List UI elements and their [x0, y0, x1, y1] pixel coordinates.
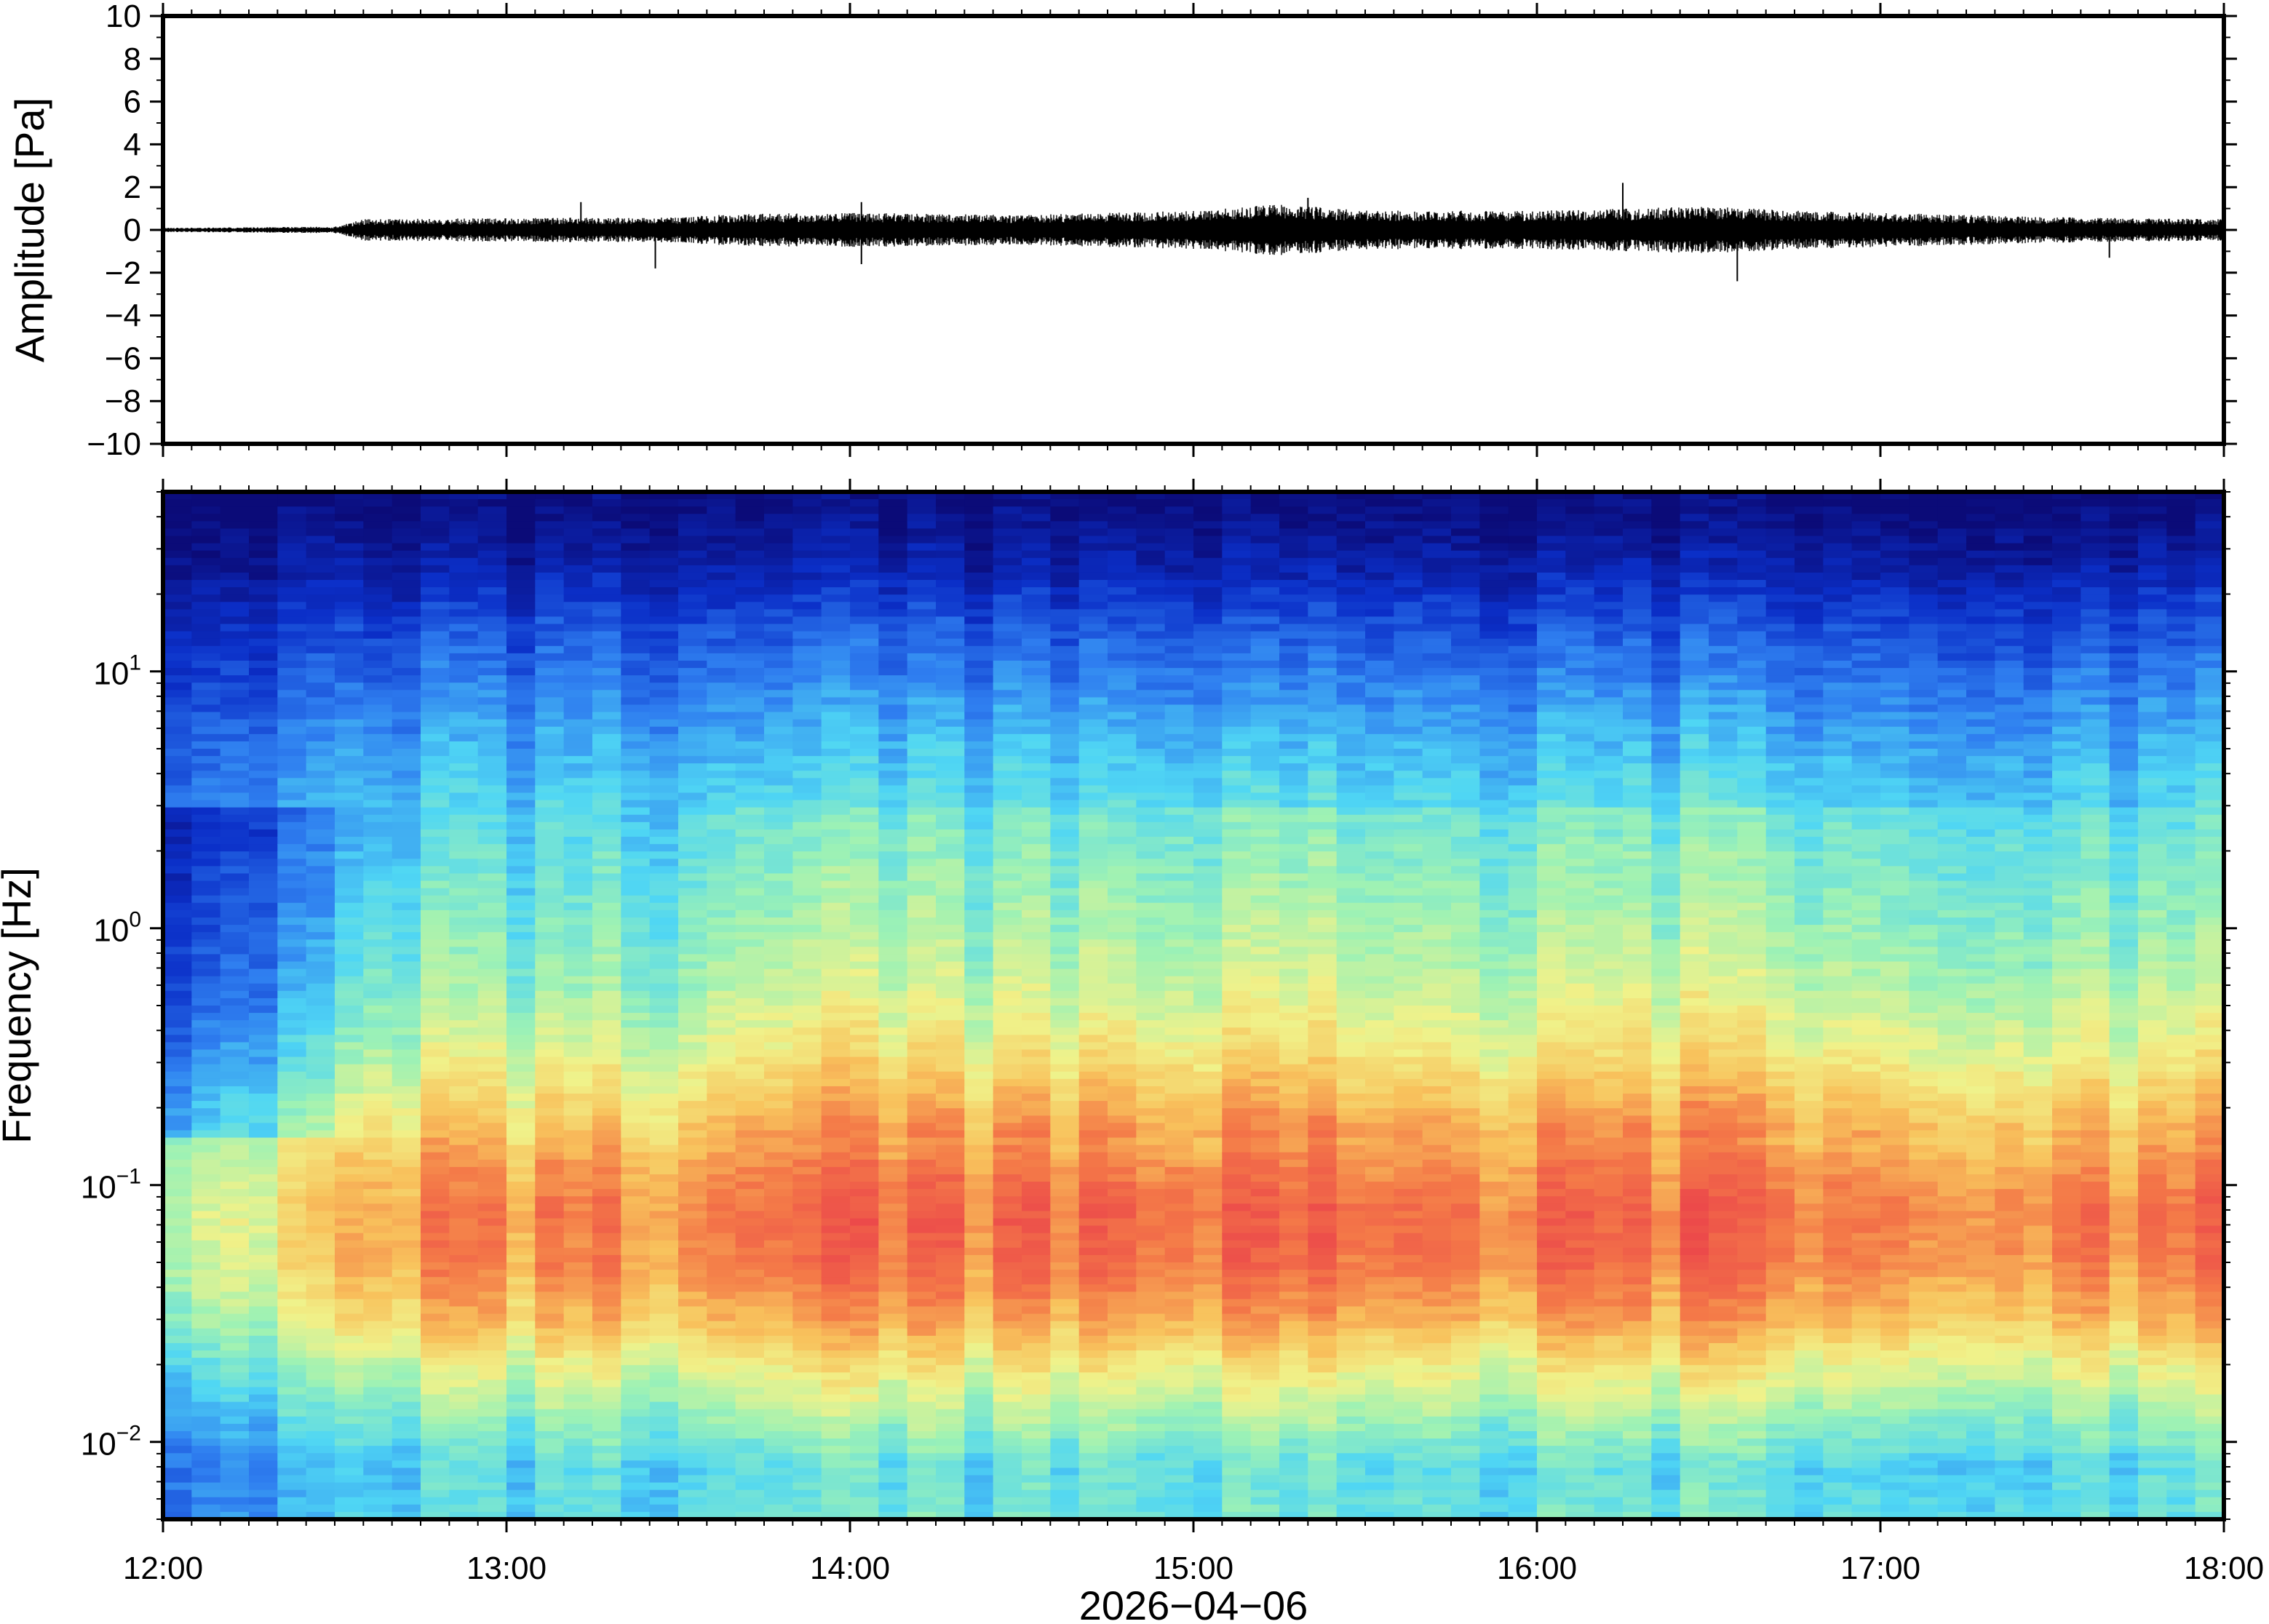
amplitude-tick-label: −2 — [105, 255, 141, 291]
frequency-tick-label: 100 — [93, 908, 141, 949]
amplitude-axis-label: Amplitude [Pa] — [7, 97, 52, 362]
frequency-tick-base: 10 — [81, 1170, 116, 1206]
date-axis-label: 2026−04−06 — [1079, 1583, 1308, 1624]
time-tick-label: 12:00 — [123, 1551, 203, 1586]
amplitude-tick-label: −10 — [87, 426, 141, 462]
spectrogram-heatmap — [163, 492, 2224, 1519]
amplitude-tick-label: 8 — [124, 41, 141, 77]
frequency-tick-label: 10−1 — [81, 1165, 141, 1206]
frequency-tick-exponent: −2 — [116, 1422, 141, 1446]
amplitude-tick-label: 2 — [124, 170, 141, 205]
frequency-tick-label: 10−2 — [81, 1422, 141, 1462]
amplitude-tick-label: −8 — [105, 383, 141, 419]
amplitude-tick-label: −4 — [105, 298, 141, 334]
frequency-tick-label: 101 — [93, 651, 141, 692]
frequency-tick-exponent: 0 — [129, 908, 141, 932]
time-tick-label: 13:00 — [466, 1551, 547, 1586]
spectrogram-panel: 12:00 13:00 14:00 15:00 16:00 17:00 18:0010110… — [0, 479, 2264, 1624]
frequency-tick-base: 10 — [93, 656, 129, 692]
frequency-tick-base: 10 — [93, 913, 129, 949]
amplitude-tick-label: 4 — [124, 127, 141, 162]
amplitude-tick-label: 6 — [124, 84, 141, 120]
time-tick-label: 16:00 — [1497, 1551, 1577, 1586]
frequency-tick-exponent: −1 — [116, 1165, 141, 1189]
amplitude-tick-label: −6 — [105, 341, 141, 376]
amplitude-tick-label: 10 — [106, 0, 141, 34]
time-tick-label: 18:00 — [2184, 1551, 2264, 1586]
spectrogram-frame — [161, 490, 2226, 1521]
frequency-axis-label: Frequency [Hz] — [0, 867, 39, 1144]
amplitude-tick-label: 0 — [124, 212, 141, 248]
time-tick-label: 17:00 — [1840, 1551, 1920, 1586]
waveform-ticks: 10 8 6 4 2 0 −2 −4 −6 −8 −10 — [87, 0, 2237, 462]
frequency-tick-base: 10 — [81, 1427, 116, 1462]
time-tick-label: 15:00 — [1153, 1551, 1233, 1586]
frequency-tick-exponent: 1 — [129, 651, 141, 675]
waveform-panel: 10 8 6 4 2 0 −2 −4 −6 −8 −10 Amplitude [Pa] — [7, 0, 2237, 462]
waveform-frame — [161, 14, 2226, 446]
time-tick-label: 14:00 — [810, 1551, 890, 1586]
waveform-trace — [163, 183, 2224, 282]
